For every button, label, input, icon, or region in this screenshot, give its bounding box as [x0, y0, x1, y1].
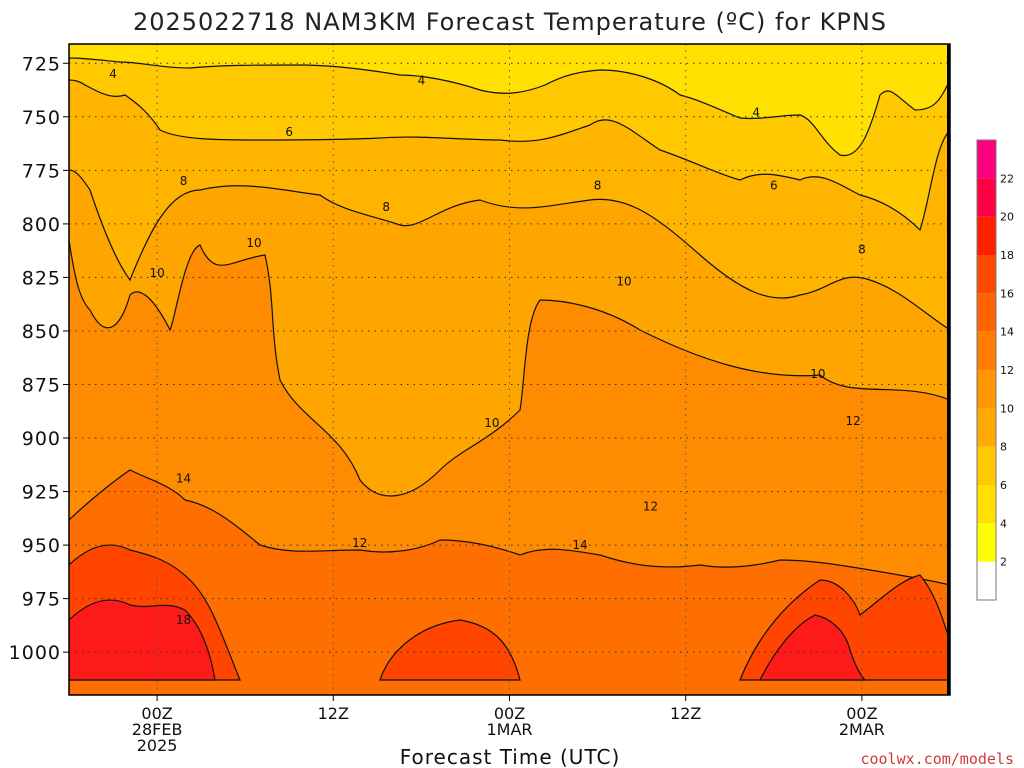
contour-label: 10	[616, 275, 631, 289]
colorbar-tick-label: 18	[1000, 249, 1014, 262]
contour-label: 8	[858, 243, 866, 257]
colorbar-tick-label: 20	[1000, 211, 1014, 224]
chart-title: 2025022718 NAM3KM Forecast Temperature (…	[133, 8, 887, 36]
contour-label: 12	[352, 536, 367, 550]
x-tick-label: 28FEB	[132, 720, 183, 739]
y-axis: 725 750 775 800 825 850 875 900 925 950 975 1000	[9, 53, 69, 664]
colorbar-swatch	[977, 140, 996, 179]
contour-label: 8	[180, 174, 188, 188]
y-tick-label: 800	[22, 214, 61, 236]
y-tick-label: 725	[22, 53, 61, 75]
contour-label: 6	[770, 178, 778, 192]
colorbar-tick-label: 14	[1000, 326, 1014, 339]
x-tick-label: 12Z	[670, 704, 701, 723]
colorbar-tick-label: 4	[1000, 517, 1007, 530]
x-tick-label: 00Z	[141, 704, 172, 723]
colorbar-swatch	[977, 446, 996, 485]
y-tick-label: 1000	[9, 642, 61, 664]
colorbar-swatch	[977, 485, 996, 524]
colorbar-swatch	[977, 370, 996, 409]
contour-label: 8	[382, 200, 390, 214]
y-tick-label: 750	[22, 107, 61, 129]
x-tick-label: 00Z	[494, 704, 525, 723]
contour-label: 14	[176, 472, 191, 486]
y-tick-label: 925	[22, 482, 61, 504]
x-tick-label: 12Z	[318, 704, 349, 723]
y-tick-label: 975	[22, 589, 61, 611]
colorbar-tick-label: 6	[1000, 479, 1007, 492]
colorbar-swatch	[977, 331, 996, 370]
colorbar-swatch	[977, 293, 996, 332]
colorbar-tick-label: 22	[1000, 172, 1014, 185]
y-tick-label: 875	[22, 374, 61, 396]
colorbar-tick-label: 12	[1000, 364, 1014, 377]
contour-label: 12	[643, 500, 658, 514]
contour-label: 18	[176, 613, 191, 627]
contour-label: 10	[810, 367, 825, 381]
contour-label: 8	[594, 178, 602, 192]
contour-label: 10	[246, 236, 261, 250]
contour-label: 6	[285, 125, 293, 139]
x-tick-label: 2MAR	[839, 720, 885, 739]
x-tick-label: 1MAR	[486, 720, 532, 739]
colorbar-swatch	[977, 216, 996, 255]
y-tick-label: 950	[22, 535, 61, 557]
colorbar-swatch	[977, 408, 996, 447]
y-tick-label: 900	[22, 428, 61, 450]
y-tick-label: 825	[22, 267, 61, 289]
contour-label: 4	[752, 106, 760, 120]
y-tick-label: 850	[22, 321, 61, 343]
colorbar: 2 4 6 8 10 12 14 16 18 20 22	[976, 139, 1014, 601]
x-axis-label: Forecast Time (UTC)	[400, 745, 621, 768]
colorbar-tick-label: 2	[1000, 556, 1007, 569]
colorbar-swatch	[977, 523, 996, 562]
colorbar-swatch	[977, 255, 996, 294]
x-tick-label: 00Z	[846, 704, 877, 723]
credit-text: coolwx.com/models	[860, 750, 1014, 768]
grid-lines	[69, 44, 950, 695]
colorbar-swatch	[977, 561, 996, 600]
contour-label: 12	[845, 414, 860, 428]
contour-label: 4	[418, 73, 426, 87]
contour-label: 10	[149, 266, 164, 280]
colorbar-frame	[976, 139, 997, 601]
colorbar-tick-label: 10	[1000, 402, 1014, 415]
contour-labels: 4 4 4 6 6 8 8 8 8 10 10 10 10 10 12 12 12 14 14 18	[109, 67, 865, 627]
colorbar-swatch	[977, 178, 996, 217]
contour-label: 4	[109, 67, 117, 81]
x-tick-label: 2025	[137, 736, 178, 755]
contour-label: 14	[572, 538, 587, 552]
contour-label: 10	[484, 416, 499, 430]
y-tick-label: 775	[22, 160, 61, 182]
colorbar-tick-label: 8	[1000, 441, 1007, 454]
colorbar-tick-label: 16	[1000, 287, 1014, 300]
